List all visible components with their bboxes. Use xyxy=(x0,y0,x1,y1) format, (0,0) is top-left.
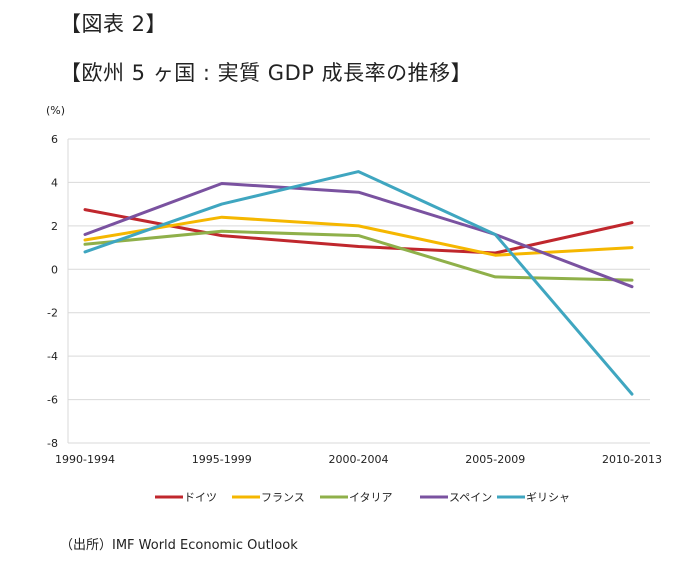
legend-label: スペイン xyxy=(449,491,492,504)
legend-label: ドイツ xyxy=(184,491,217,504)
x-tick-label: 1990-1994 xyxy=(55,453,115,466)
x-tick-label: 2000-2004 xyxy=(329,453,389,466)
source-note: （出所）IMF World Economic Outlook xyxy=(60,538,298,553)
chart-title: 【欧州 5 ヶ国 : 実質 GDP 成長率の推移】 xyxy=(60,61,473,85)
series-line-3 xyxy=(83,229,634,282)
legend-label: イタリア xyxy=(349,491,393,504)
figure-label: 【図表 2】 xyxy=(60,12,168,36)
series-line-4 xyxy=(83,182,634,289)
x-tick-label: 2010-2013 xyxy=(602,453,662,466)
y-tick-label: 0 xyxy=(51,263,58,276)
legend-label: ギリシャ xyxy=(526,491,570,504)
y-tick-label: -4 xyxy=(47,350,58,363)
legend: ドイツ フランス イタリア スペイン ギリシャ xyxy=(155,491,570,504)
series-line-1 xyxy=(83,208,634,255)
x-tick-labels: 1990-1994 1995-1999 2000-2004 2005-2009 2010… xyxy=(55,453,662,466)
y-axis-unit-label: (%) xyxy=(46,104,65,117)
y-tick-label: 6 xyxy=(51,133,58,146)
gridlines xyxy=(67,138,650,444)
series-line-5 xyxy=(83,170,634,396)
y-tick-label: 4 xyxy=(51,176,58,189)
x-tick-label: 1995-1999 xyxy=(192,453,252,466)
y-tick-label: -8 xyxy=(47,437,58,450)
y-tick-label: 2 xyxy=(51,220,58,233)
legend-label: フランス xyxy=(261,491,305,504)
y-tick-label: -2 xyxy=(47,307,58,320)
y-tick-label: -6 xyxy=(47,394,58,407)
y-tick-labels: 6 4 2 0 -2 -4 -6 -8 xyxy=(47,133,58,450)
x-tick-label: 2005-2009 xyxy=(465,453,525,466)
series-lines xyxy=(83,170,634,396)
